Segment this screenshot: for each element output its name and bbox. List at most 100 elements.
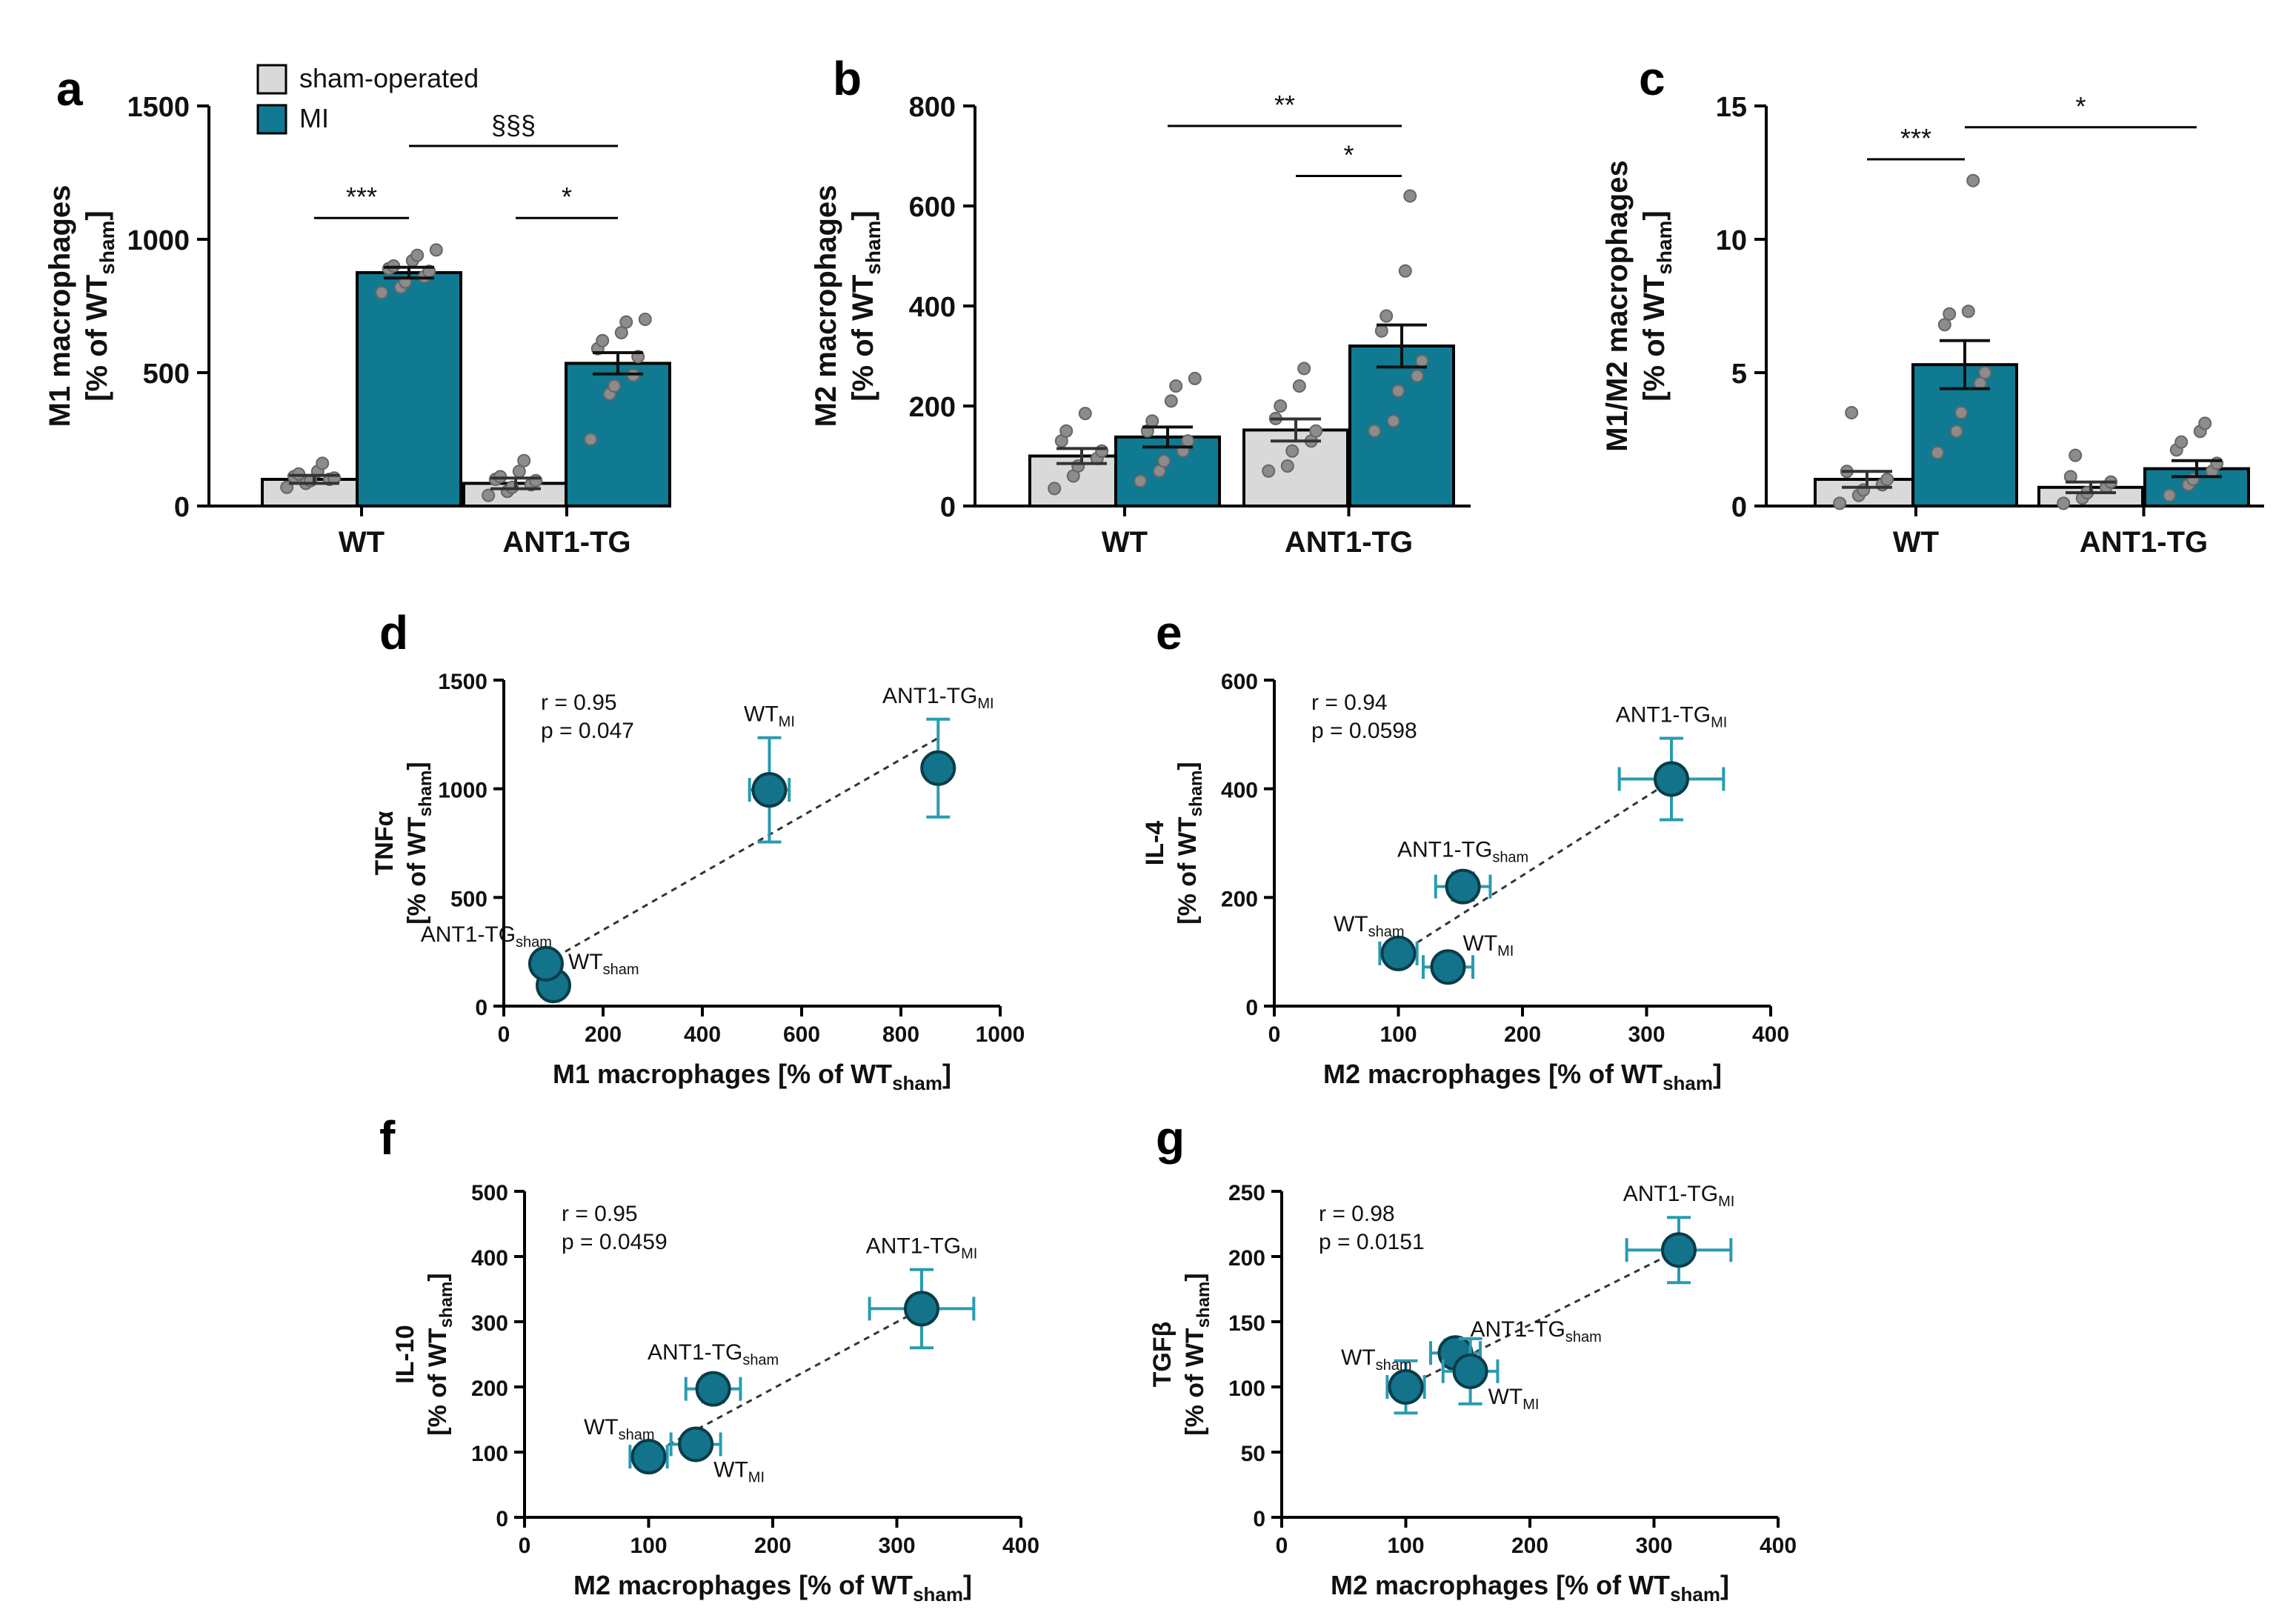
y-tick-label: 0 bbox=[475, 996, 487, 1020]
data-point bbox=[596, 333, 610, 347]
panel-d: d 0 500 1000 1500 0 200 400 600 800 1000 M1 macroph… bbox=[370, 606, 1025, 1094]
x-tick-label: 0 bbox=[1276, 1534, 1288, 1558]
y-tick-label: 1000 bbox=[127, 225, 190, 256]
y-axis-title: TNFα [% of WTsham] bbox=[370, 762, 436, 924]
point-label-sub: MI bbox=[961, 1246, 977, 1262]
data-point bbox=[1410, 369, 1424, 383]
significance-label: *** bbox=[1900, 123, 1931, 153]
y-axis-title-line2: [% of WTsham] bbox=[424, 1273, 456, 1435]
panel-f: f 0 100 200 300 400 500 0 100 200 300 400 M2 macroph… bbox=[379, 1111, 1039, 1605]
y-tick-label: 100 bbox=[471, 1442, 508, 1466]
x-tick-label: 0 bbox=[1268, 1022, 1281, 1047]
y-axis-title: M1/M2 macrophages [% of WTsham] bbox=[1601, 160, 1676, 451]
point-label: WTsham bbox=[1334, 912, 1405, 940]
x-tick-label: WT bbox=[1102, 526, 1148, 559]
x-tick-label: 200 bbox=[754, 1534, 791, 1558]
x-axis-title: M2 macrophages [% of WTsham] bbox=[573, 1570, 972, 1605]
data-point bbox=[517, 453, 531, 467]
y-axis-title-line1: IL-10 bbox=[391, 1325, 419, 1383]
y-axis-title-line2: [% of WTsham] bbox=[1174, 762, 1206, 924]
point-label: WTMI bbox=[1488, 1385, 1540, 1413]
point-label-base: ANT1-TG bbox=[1397, 837, 1492, 862]
data-point bbox=[1188, 371, 1202, 385]
y-axis-title-line2-base: [% of WT bbox=[403, 816, 431, 925]
data-point bbox=[316, 456, 330, 470]
significance-label: * bbox=[1343, 140, 1354, 170]
data-point bbox=[429, 243, 443, 257]
y-tick-label: 500 bbox=[450, 887, 487, 911]
data-point bbox=[1943, 307, 1957, 321]
y-axis-title-line2: [% of WTsham] bbox=[847, 210, 885, 402]
x-tick-label: 300 bbox=[1635, 1534, 1672, 1558]
panel-b: b 0 200 400 600 800 WT ANT1-TG M2 macrophages [% … bbox=[810, 52, 1471, 559]
x-tick-label: 200 bbox=[585, 1022, 622, 1047]
point-label-sub: sham bbox=[516, 934, 552, 951]
data-point bbox=[2163, 488, 2177, 502]
data-point bbox=[1949, 425, 1963, 439]
x-tick-label: 200 bbox=[1504, 1022, 1541, 1047]
point-label-sub: MI bbox=[1718, 1194, 1734, 1210]
scatter-point bbox=[695, 1371, 731, 1407]
data-point bbox=[1398, 264, 1412, 278]
data-point bbox=[1181, 434, 1195, 448]
scatter-point bbox=[1654, 761, 1689, 797]
y-axis-title-line1: IL-4 bbox=[1141, 821, 1169, 866]
legend-label-mi: MI bbox=[299, 103, 329, 133]
data-point bbox=[1961, 304, 1975, 319]
y-tick-label: 150 bbox=[1228, 1311, 1265, 1336]
y-tick-label: 400 bbox=[471, 1246, 508, 1271]
point-label-sub: MI bbox=[779, 714, 795, 731]
data-point bbox=[1966, 173, 1980, 187]
point-label-base: WT bbox=[744, 702, 779, 727]
data-point bbox=[1403, 189, 1417, 203]
y-axis-title-line2-sub: sham bbox=[436, 1282, 456, 1328]
data-point bbox=[1937, 318, 1951, 332]
point-label-base: ANT1-TG bbox=[1623, 1182, 1718, 1206]
point-label-base: WT bbox=[1488, 1385, 1523, 1409]
data-point bbox=[584, 433, 598, 446]
y-axis-title-line2-base: [% of WT bbox=[1638, 275, 1671, 402]
y-axis-title-line2-sub: sham bbox=[1653, 221, 1676, 275]
panel-label-f: f bbox=[379, 1111, 396, 1165]
scatter-point bbox=[1445, 868, 1481, 905]
scatter-point bbox=[1661, 1232, 1697, 1268]
y-tick-label: 0 bbox=[1731, 492, 1747, 523]
data-point bbox=[1978, 366, 1992, 379]
x-axis-title-base: M2 macrophages [% of WT bbox=[1323, 1059, 1663, 1089]
y-axis-title-line2-end: ] bbox=[847, 210, 879, 220]
data-point bbox=[1954, 406, 1969, 419]
data-point bbox=[1374, 324, 1388, 338]
x-tick-label: 400 bbox=[1752, 1022, 1789, 1047]
data-point bbox=[1285, 444, 1299, 458]
data-point bbox=[1145, 414, 1159, 428]
point-label: WTsham bbox=[584, 1415, 655, 1443]
y-axis-title: M2 macrophages [% of WTsham] bbox=[810, 185, 885, 427]
y-axis-title-line2-end: ] bbox=[424, 1273, 452, 1281]
y-axis-title-line2-base: [% of WT bbox=[847, 275, 879, 402]
x-tick-label: WT bbox=[1893, 526, 1939, 559]
x-axis-title-end: ] bbox=[1720, 1570, 1729, 1600]
bar-mi bbox=[356, 271, 462, 508]
x-tick-label: 100 bbox=[1380, 1022, 1417, 1047]
x-tick-label: 100 bbox=[1387, 1534, 1424, 1558]
x-tick-label: 300 bbox=[878, 1534, 915, 1558]
x-tick-label: ANT1-TG bbox=[2080, 526, 2208, 559]
y-tick-label: 200 bbox=[471, 1377, 508, 1401]
y-axis-title-line2-sub: sham bbox=[96, 221, 119, 275]
point-label-sub: sham bbox=[1565, 1329, 1602, 1345]
data-point bbox=[1292, 379, 1306, 393]
y-tick-label: 400 bbox=[1221, 779, 1258, 803]
point-label-sub: MI bbox=[1711, 714, 1727, 731]
point-label-sub: MI bbox=[977, 696, 994, 712]
bar-mi bbox=[1114, 435, 1221, 508]
significance-label: *** bbox=[346, 182, 377, 212]
y-tick-label: 100 bbox=[1228, 1377, 1265, 1401]
x-tick-label: 800 bbox=[882, 1022, 919, 1047]
y-axis-title-line2: [% of WTsham] bbox=[403, 762, 436, 924]
y-tick-label: 10 bbox=[1716, 225, 1747, 256]
x-axis-title-end: ] bbox=[1713, 1059, 1722, 1089]
data-point bbox=[410, 248, 425, 262]
significance-label: ** bbox=[1274, 90, 1295, 120]
y-axis-title-line2-end: ] bbox=[1181, 1273, 1209, 1281]
